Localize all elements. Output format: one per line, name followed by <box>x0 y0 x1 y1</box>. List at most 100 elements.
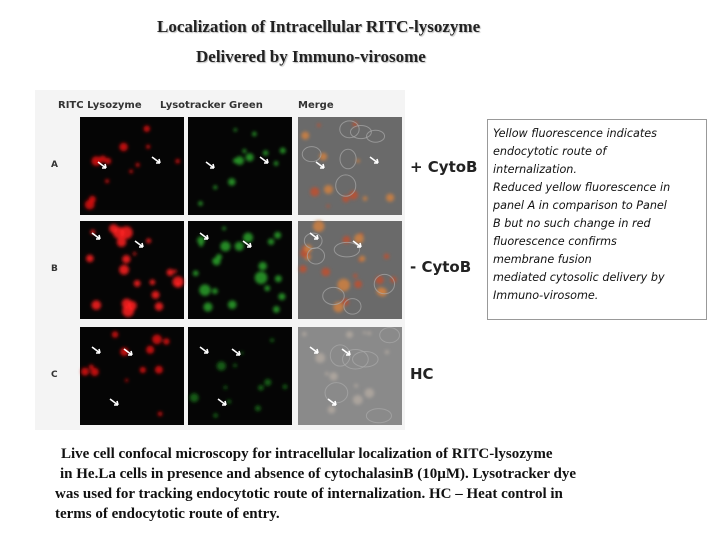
cell <box>262 150 269 156</box>
cell <box>154 302 164 311</box>
cell <box>119 264 130 275</box>
condition-label: HC <box>410 365 434 383</box>
text-line: in He.La cells in presence and absence o… <box>60 466 576 482</box>
cell <box>192 270 199 277</box>
cell <box>326 204 330 208</box>
arrow <box>341 348 351 356</box>
cell-outline <box>365 408 392 424</box>
arrow <box>315 161 325 169</box>
text-line: internalization. <box>493 163 577 176</box>
cell <box>119 142 128 152</box>
text-line: Live cell confocal microscopy for intrac… <box>61 446 553 462</box>
arrow <box>327 398 337 406</box>
cell <box>274 275 282 283</box>
cell <box>222 226 226 231</box>
cell <box>146 345 155 354</box>
cell-outline <box>373 273 396 295</box>
cell <box>111 331 119 338</box>
cell <box>146 144 151 149</box>
cell <box>364 388 375 398</box>
condition-label: + CytoB <box>410 158 478 176</box>
cell <box>386 193 395 202</box>
row-label: C <box>51 370 58 380</box>
cell-outline <box>335 174 357 197</box>
cell <box>232 158 238 164</box>
cell-outline <box>329 344 351 367</box>
cell <box>88 364 94 370</box>
cell <box>133 279 141 287</box>
cell <box>254 405 261 412</box>
cell <box>302 331 307 337</box>
cell-outline <box>339 120 360 139</box>
cell <box>227 178 236 186</box>
cell <box>342 235 351 244</box>
cell <box>353 273 358 279</box>
cell <box>274 231 282 239</box>
column-header: RITC Lysozyme <box>58 100 142 111</box>
text-line: membrane fusion <box>493 253 592 266</box>
cell <box>189 393 199 403</box>
cell <box>304 244 313 253</box>
cell <box>240 351 244 355</box>
cell <box>197 236 205 245</box>
cell-outline <box>301 146 322 163</box>
cell-outline <box>352 351 379 368</box>
cell <box>242 232 254 243</box>
cell <box>310 187 320 197</box>
cell <box>279 147 286 154</box>
text-line: Yellow fluorescence indicates <box>493 127 657 140</box>
cells <box>302 331 390 414</box>
cell <box>173 269 177 273</box>
text-line: Immuno-virosome. <box>493 289 599 302</box>
cell-outline <box>366 129 386 143</box>
row-label: A <box>51 160 58 170</box>
cell <box>235 156 245 166</box>
cell <box>252 131 257 137</box>
cell <box>213 413 218 418</box>
cell <box>349 190 358 200</box>
cell <box>362 196 368 201</box>
arrow <box>109 398 119 406</box>
cell <box>99 155 107 163</box>
cell <box>359 255 366 262</box>
cell <box>278 293 286 301</box>
cell <box>258 384 264 391</box>
cell <box>175 281 181 287</box>
cell-outline <box>342 348 369 370</box>
cell <box>120 226 133 240</box>
cells <box>84 125 180 210</box>
cell <box>242 149 247 154</box>
text-line: was used for tracking endocytotic route … <box>55 486 563 502</box>
cell <box>135 162 140 167</box>
condition-label: - CytoB <box>410 258 471 276</box>
cell <box>354 233 364 244</box>
cell <box>166 268 174 277</box>
text-line: fluorescence confirms <box>493 235 617 248</box>
arrow <box>97 161 107 169</box>
arrow <box>217 398 227 406</box>
cells <box>80 331 170 417</box>
cell <box>120 347 129 357</box>
arrow <box>91 346 101 354</box>
cell <box>264 378 272 386</box>
cell <box>321 267 331 277</box>
cells <box>189 338 288 418</box>
cell <box>146 238 152 244</box>
cell <box>337 278 350 292</box>
arrow <box>259 156 269 164</box>
text-line: panel A in comparison to Panel <box>493 199 667 212</box>
cell-outline <box>339 148 357 170</box>
cells <box>301 121 395 208</box>
cell <box>226 399 232 404</box>
cell <box>346 331 353 339</box>
cell <box>84 199 95 210</box>
cell <box>317 123 321 128</box>
arrow <box>205 161 215 169</box>
cell <box>223 385 228 390</box>
arrow <box>91 232 101 240</box>
cell <box>149 279 156 286</box>
cell <box>125 378 129 382</box>
cells <box>86 224 184 318</box>
cell <box>86 254 94 263</box>
arrow <box>134 240 144 248</box>
